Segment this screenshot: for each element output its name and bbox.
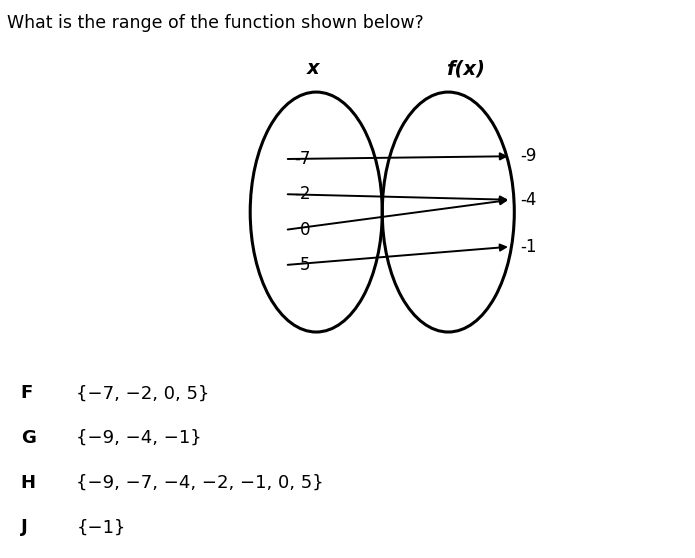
Text: G: G — [21, 429, 35, 447]
Text: 0: 0 — [300, 221, 311, 239]
Text: 5: 5 — [300, 256, 311, 274]
Text: What is the range of the function shown below?: What is the range of the function shown … — [7, 14, 424, 32]
Text: -4: -4 — [520, 191, 537, 209]
Text: H: H — [21, 474, 36, 492]
Text: J: J — [21, 518, 28, 536]
Text: -9: -9 — [520, 147, 537, 165]
Text: {−9, −4, −1}: {−9, −4, −1} — [76, 429, 202, 447]
Text: {−9, −7, −4, −2, −1, 0, 5}: {−9, −7, −4, −2, −1, 0, 5} — [76, 474, 324, 492]
Text: -1: -1 — [520, 238, 537, 256]
Text: f(x): f(x) — [446, 59, 485, 78]
Text: F: F — [21, 384, 33, 402]
Text: x: x — [306, 59, 319, 78]
Text: {−7, −2, 0, 5}: {−7, −2, 0, 5} — [76, 384, 210, 402]
Text: -2: -2 — [294, 185, 311, 203]
Text: {−1}: {−1} — [76, 518, 126, 536]
Text: -7: -7 — [294, 150, 311, 168]
